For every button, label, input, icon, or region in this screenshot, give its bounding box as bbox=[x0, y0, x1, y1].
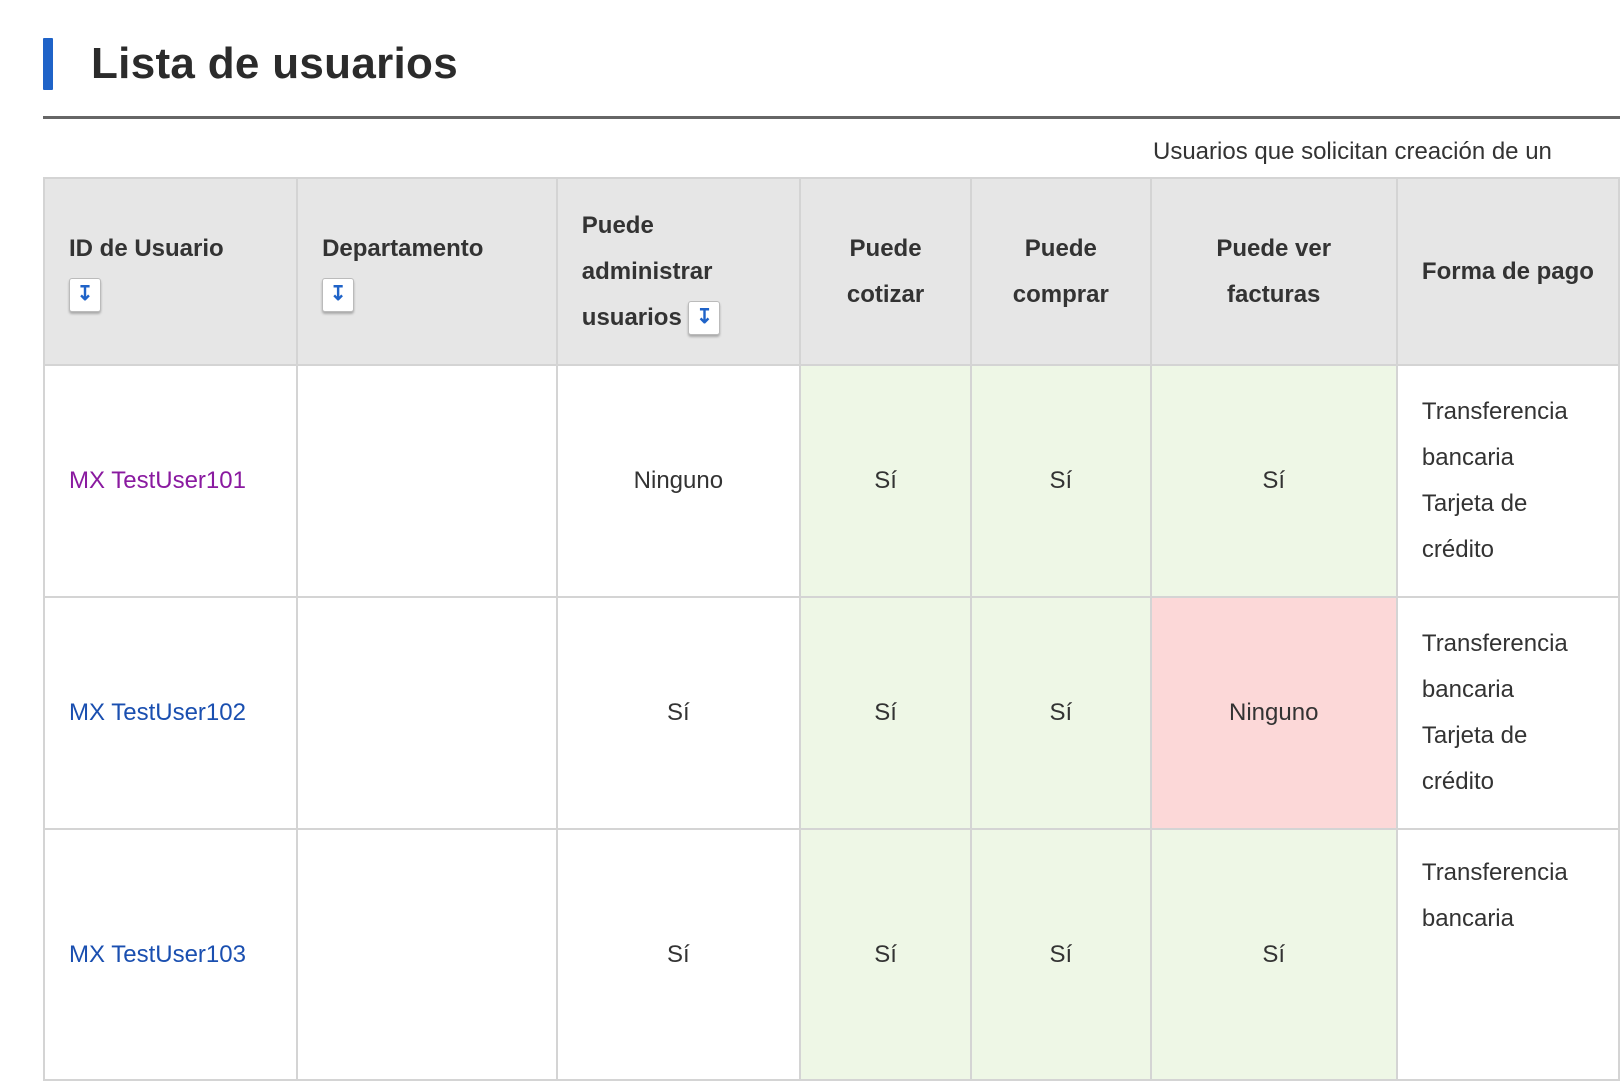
page-title: Lista de usuarios bbox=[43, 38, 458, 90]
table-row: MX TestUser101 Ninguno Sí Sí Sí Transfer… bbox=[42, 364, 1620, 598]
payment-cell: Transferencia bancaria Tarjeta de crédito bbox=[1395, 364, 1620, 598]
quote-cell: Sí bbox=[798, 828, 973, 1081]
table-row: MX TestUser103 Sí Sí Sí Sí Transferencia… bbox=[42, 828, 1620, 1081]
buy-cell: Sí bbox=[970, 596, 1152, 830]
double-chevron-down-icon: ↧ bbox=[329, 283, 347, 306]
invoices-cell: Sí bbox=[1149, 828, 1398, 1081]
user-id-link[interactable]: MX TestUser102 bbox=[69, 699, 246, 726]
divider bbox=[43, 116, 1620, 119]
quote-cell: Sí bbox=[798, 596, 973, 830]
user-id-link[interactable]: MX TestUser101 bbox=[69, 467, 246, 494]
pending-users-note: Usuarios que solicitan creación de un bbox=[1153, 138, 1552, 165]
quote-cell: Sí bbox=[798, 364, 973, 598]
department-cell bbox=[296, 596, 558, 830]
col-buy: Puede comprar bbox=[970, 177, 1152, 366]
col-user-id: ID de Usuario ↧ bbox=[42, 177, 299, 366]
user-id-link[interactable]: MX TestUser103 bbox=[69, 940, 246, 968]
department-cell bbox=[296, 364, 558, 598]
col-quote: Puede cotizar bbox=[798, 177, 973, 366]
admin-cell: Sí bbox=[555, 596, 801, 830]
sort-department-button[interactable]: ↧ bbox=[322, 278, 355, 313]
double-chevron-down-icon: ↧ bbox=[76, 283, 94, 306]
invoices-cell: Ninguno bbox=[1149, 596, 1398, 830]
payment-cell: Transferencia bancaria Tarjeta de crédito bbox=[1395, 596, 1620, 830]
double-chevron-down-icon: ↧ bbox=[696, 306, 713, 329]
col-department: Departamento ↧ bbox=[296, 177, 558, 366]
table-header-row: ID de Usuario ↧ Departamento ↧ Puede admin… bbox=[42, 177, 1620, 366]
department-cell bbox=[296, 828, 558, 1081]
col-payment: Forma de pago bbox=[1395, 177, 1620, 366]
col-admin: Puede administrar usuarios ↧ bbox=[555, 177, 801, 366]
admin-cell: Ninguno bbox=[555, 364, 801, 598]
buy-cell: Sí bbox=[970, 828, 1152, 1081]
table-row: MX TestUser102 Sí Sí Sí Ninguno Transfer… bbox=[42, 596, 1620, 830]
admin-cell: Sí bbox=[555, 828, 801, 1081]
page-title-text: Lista de usuarios bbox=[91, 39, 458, 88]
title-accent-bar bbox=[43, 38, 53, 90]
sort-admin-button[interactable]: ↧ bbox=[688, 301, 721, 336]
buy-cell: Sí bbox=[970, 364, 1152, 598]
payment-cell: Transferencia bancaria bbox=[1395, 828, 1620, 1081]
sort-user-id-button[interactable]: ↧ bbox=[69, 278, 101, 313]
invoices-cell: Sí bbox=[1149, 364, 1398, 598]
col-invoices: Puede ver facturas bbox=[1149, 177, 1398, 366]
users-table: ID de Usuario ↧ Departamento ↧ Puede admin… bbox=[42, 177, 1620, 1081]
